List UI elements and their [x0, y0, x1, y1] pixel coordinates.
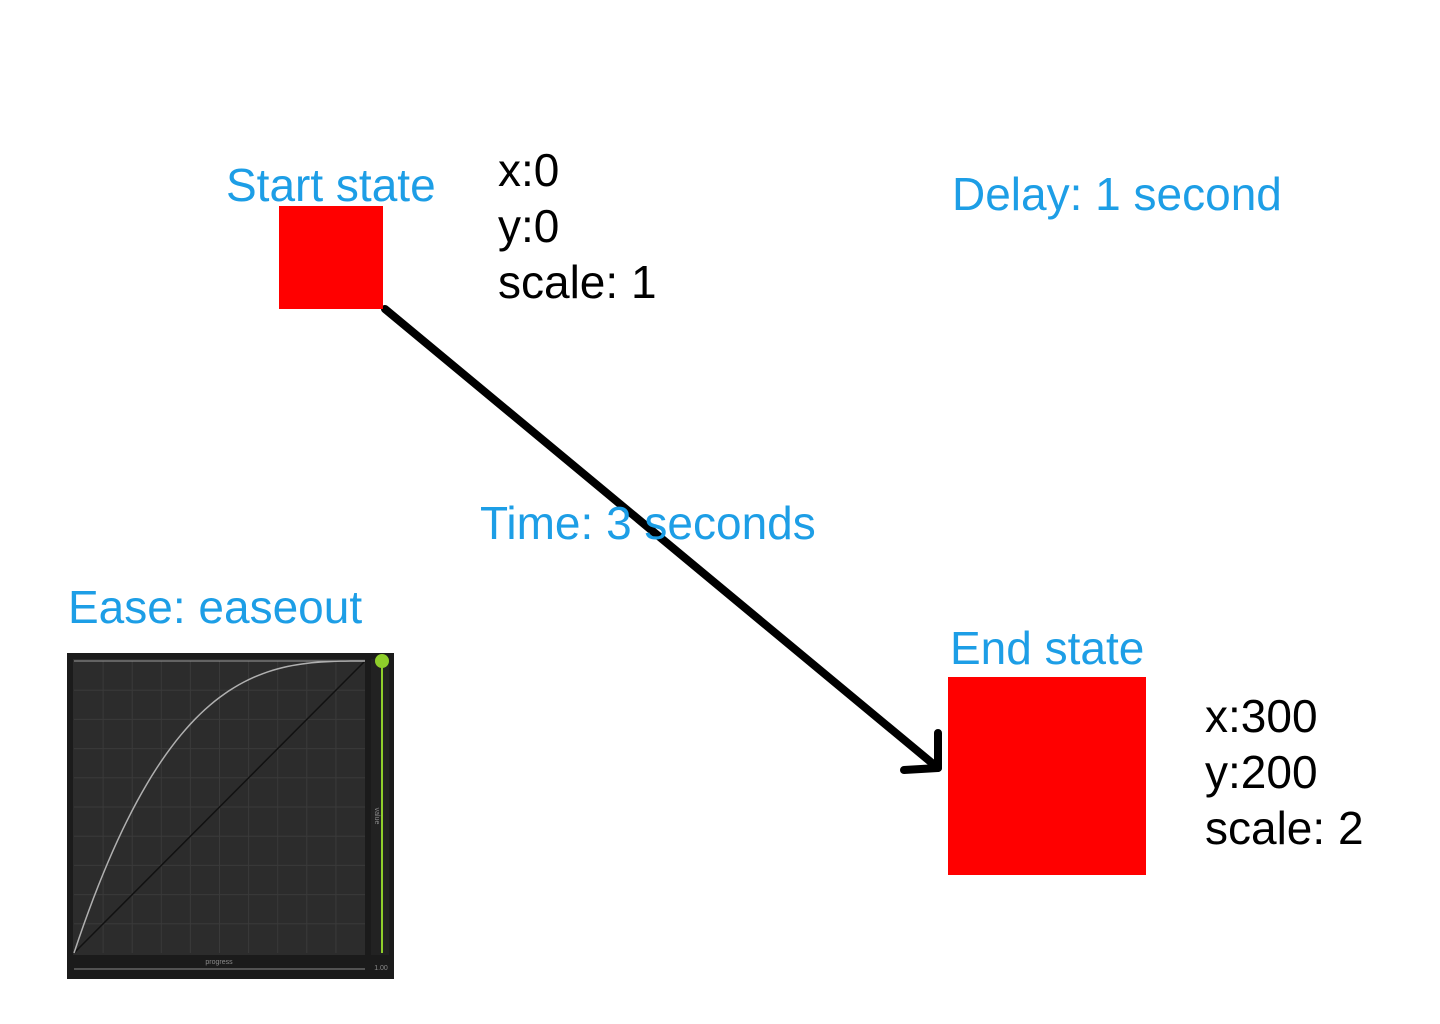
ease-curve-graph: progress value 1.00	[67, 653, 394, 979]
easeout-curve	[73, 660, 365, 954]
end-state-values: x:300 y:200 scale: 2	[1205, 688, 1364, 856]
end-x-value: x:300	[1205, 690, 1318, 742]
progress-axis-label: progress	[205, 959, 233, 966]
delay-label: Delay: 1 second	[952, 168, 1282, 220]
start-scale-value: scale: 1	[498, 256, 657, 308]
value-axis-label: value	[373, 808, 380, 825]
linear-reference-line	[73, 660, 366, 954]
start-state-label: Start state	[226, 159, 436, 211]
end-state-box	[948, 677, 1146, 875]
time-label: Time: 3 seconds	[480, 497, 816, 549]
end-tick-label: 1.00	[374, 965, 388, 972]
end-scale-value: scale: 2	[1205, 802, 1364, 854]
start-y-value: y:0	[498, 200, 560, 252]
end-state-label: End state	[950, 622, 1145, 674]
start-state-box	[279, 206, 383, 309]
value-indicator-dot	[375, 654, 389, 668]
ease-label: Ease: easeout	[68, 581, 363, 633]
end-y-value: y:200	[1205, 746, 1318, 798]
start-state-values: x:0 y:0 scale: 1	[498, 142, 657, 310]
start-x-value: x:0	[498, 144, 560, 196]
